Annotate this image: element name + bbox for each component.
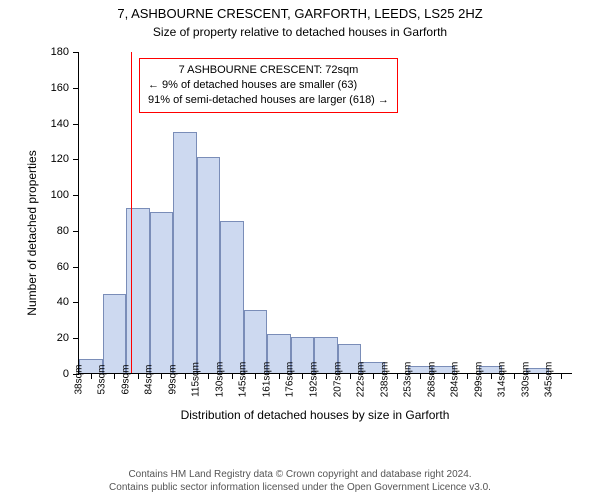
x-tick-label: 192sqm	[309, 362, 320, 398]
x-tick-label: 53sqm	[97, 364, 108, 394]
x-tick-label: 145sqm	[238, 362, 249, 398]
x-tick	[467, 373, 468, 379]
x-tick	[514, 373, 515, 379]
x-axis-label: Distribution of detached houses by size …	[181, 408, 450, 422]
y-tick-label: 20	[57, 332, 79, 344]
x-tick	[91, 373, 92, 379]
x-tick	[444, 373, 445, 379]
y-tick-label: 140	[51, 118, 79, 130]
bar	[197, 157, 221, 373]
x-tick	[114, 373, 115, 379]
bar	[103, 294, 127, 373]
y-axis-label: Number of detached properties	[25, 150, 39, 315]
x-tick	[561, 373, 562, 379]
bar	[150, 212, 174, 373]
annotation-line: 7 ASHBOURNE CRESCENT: 72sqm	[148, 63, 389, 78]
bar	[126, 208, 150, 373]
bar	[173, 132, 197, 374]
chart: Number of detached properties 7 ASHBOURN…	[50, 48, 580, 418]
x-tick	[302, 373, 303, 379]
x-tick-label: 130sqm	[214, 362, 225, 398]
y-tick-label: 160	[51, 82, 79, 94]
x-tick	[420, 373, 421, 379]
x-tick-label: 115sqm	[191, 362, 202, 397]
x-tick-label: 99sqm	[167, 364, 178, 394]
y-tick-label: 40	[57, 296, 79, 308]
page-title: 7, ASHBOURNE CRESCENT, GARFORTH, LEEDS, …	[0, 0, 600, 23]
x-tick	[138, 373, 139, 379]
footer-line2: Contains public sector information licen…	[0, 481, 600, 494]
x-tick-label: 345sqm	[544, 362, 555, 398]
y-tick-label: 100	[51, 189, 79, 201]
x-tick-label: 238sqm	[379, 362, 390, 398]
x-tick-label: 314sqm	[497, 362, 508, 398]
x-tick	[538, 373, 539, 379]
marker-line	[131, 52, 132, 373]
annotation-box: 7 ASHBOURNE CRESCENT: 72sqm← 9% of detac…	[139, 58, 398, 113]
x-tick	[208, 373, 209, 379]
x-tick	[326, 373, 327, 379]
annotation-line: ← 9% of detached houses are smaller (63)	[148, 78, 389, 93]
x-tick-label: 207sqm	[332, 362, 343, 398]
x-tick-label: 38sqm	[73, 364, 84, 394]
footer: Contains HM Land Registry data © Crown c…	[0, 468, 600, 494]
y-tick-label: 120	[51, 153, 79, 165]
x-tick	[255, 373, 256, 379]
x-tick-label: 69sqm	[120, 364, 131, 394]
x-tick-label: 176sqm	[285, 362, 296, 398]
footer-line1: Contains HM Land Registry data © Crown c…	[0, 468, 600, 481]
x-tick-label: 330sqm	[520, 362, 531, 398]
y-tick-label: 80	[57, 225, 79, 237]
annotation-line: 91% of semi-detached houses are larger (…	[148, 93, 389, 108]
x-tick-label: 84sqm	[144, 364, 155, 394]
x-tick-label: 161sqm	[261, 362, 272, 398]
x-tick-label: 253sqm	[403, 362, 414, 398]
x-tick-label: 268sqm	[426, 362, 437, 398]
x-tick	[232, 373, 233, 379]
x-tick-label: 299sqm	[473, 362, 484, 398]
x-tick-label: 284sqm	[450, 362, 461, 398]
plot-area: 7 ASHBOURNE CRESCENT: 72sqm← 9% of detac…	[78, 52, 572, 374]
x-tick	[491, 373, 492, 379]
y-tick-label: 180	[51, 46, 79, 58]
bar	[220, 221, 244, 373]
y-tick-label: 60	[57, 261, 79, 273]
x-tick-label: 222sqm	[356, 362, 367, 398]
x-tick	[185, 373, 186, 379]
x-tick	[161, 373, 162, 379]
x-tick	[279, 373, 280, 379]
x-tick	[373, 373, 374, 379]
x-tick	[350, 373, 351, 379]
x-tick	[397, 373, 398, 379]
page-subtitle: Size of property relative to detached ho…	[0, 23, 600, 39]
